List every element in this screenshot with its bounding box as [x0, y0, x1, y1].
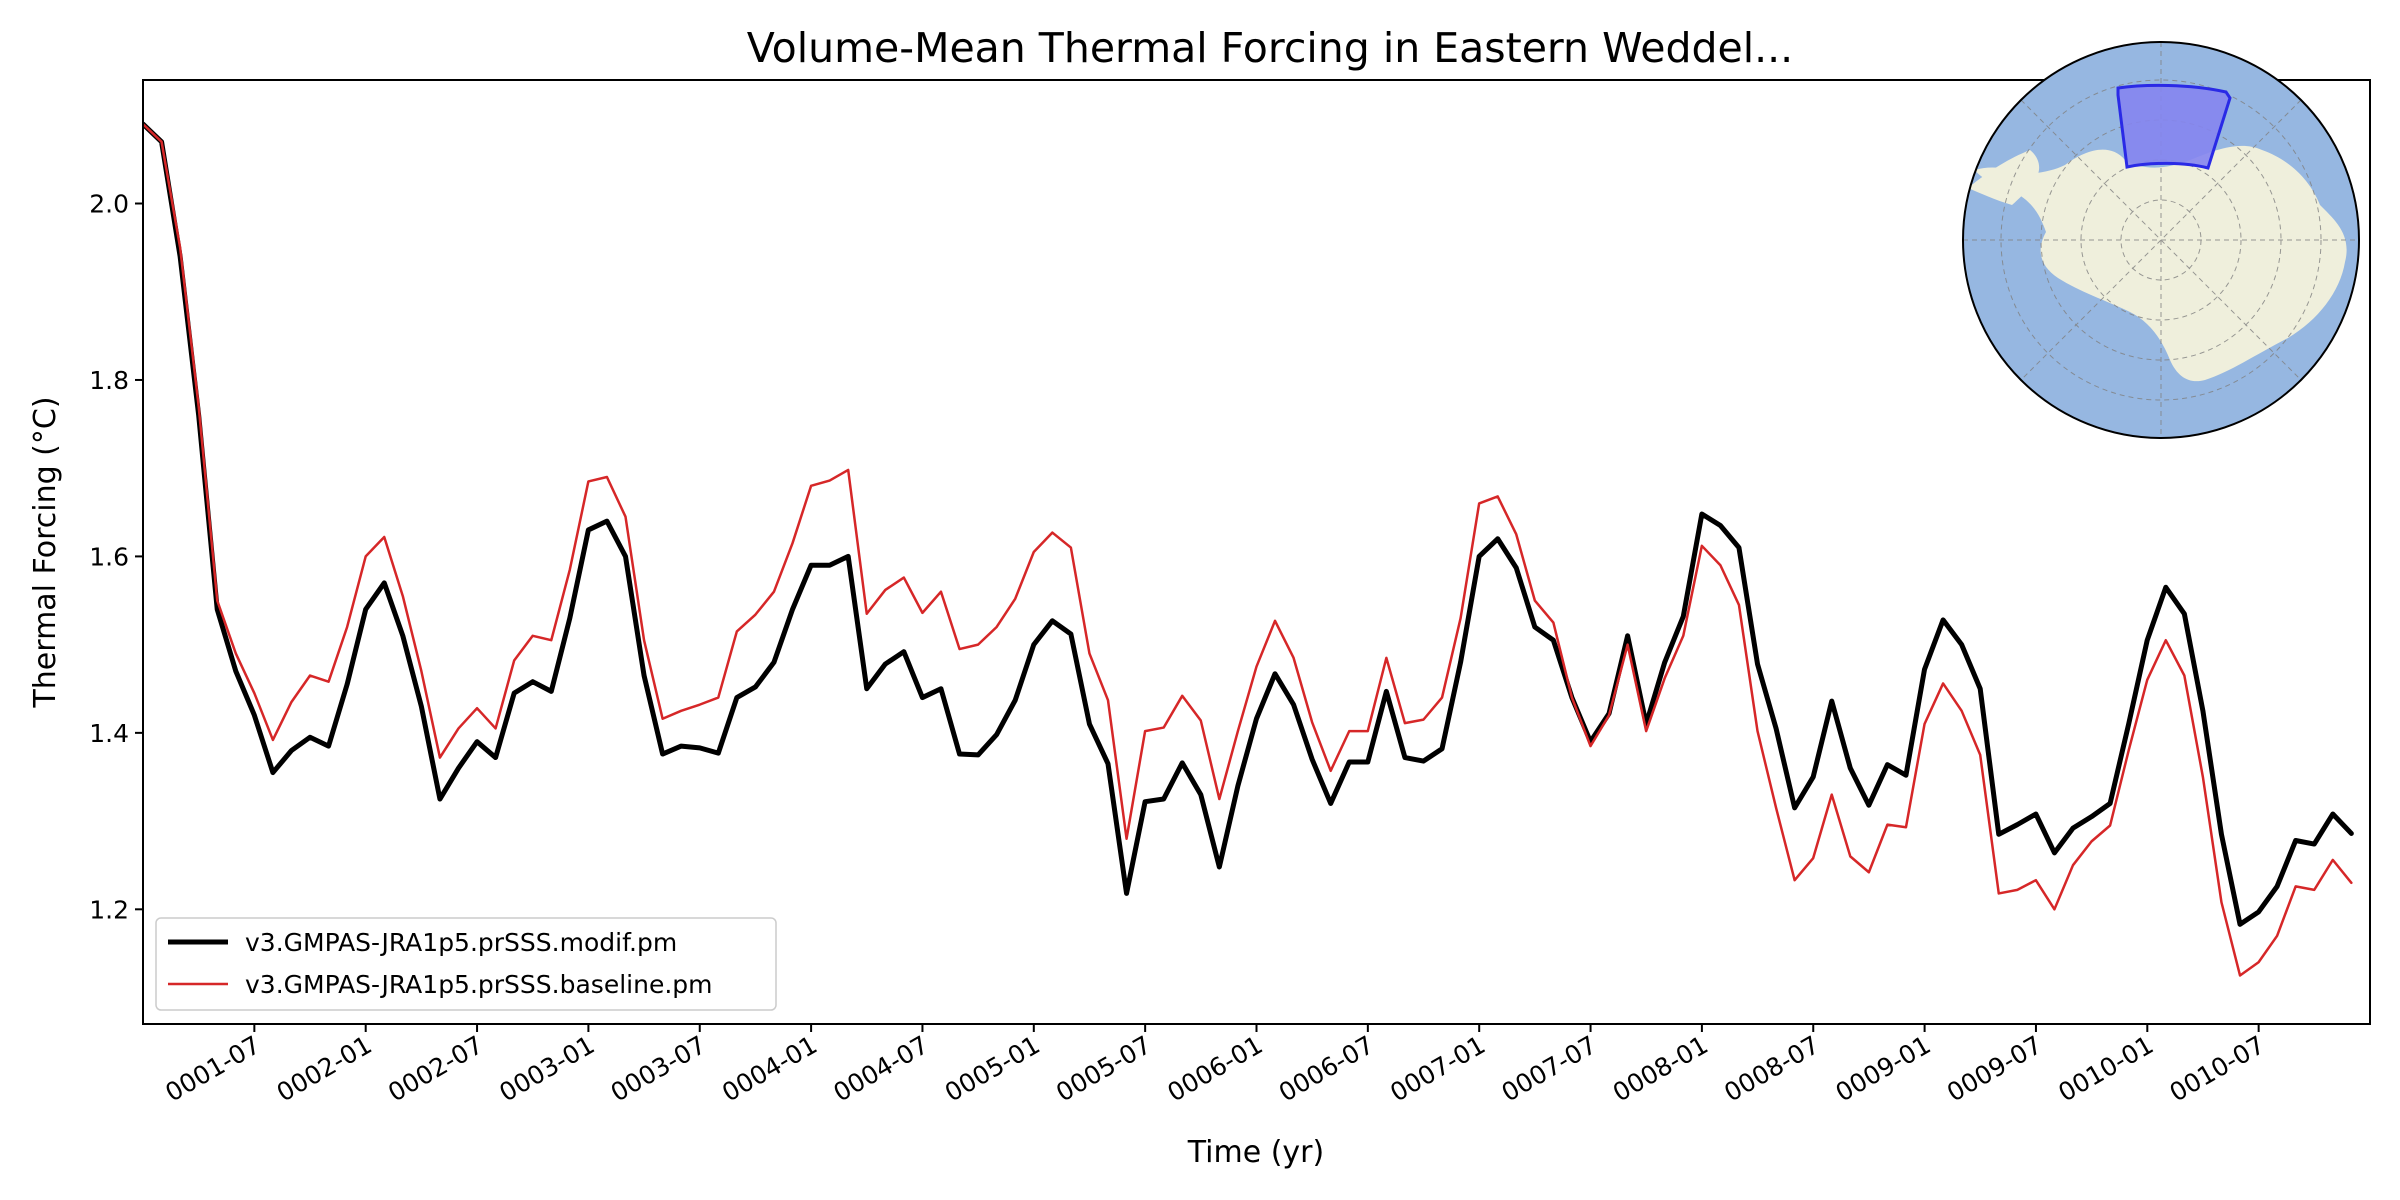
x-tick-label: 0008-01 [1608, 1030, 1713, 1107]
antarctic-peninsula [1968, 150, 2040, 205]
y-axis: 1.2 1.4 1.6 1.8 2.0 [89, 190, 143, 924]
x-axis: 0001-07 0002-01 0002-07 0003-01 0003-07 0004-… [160, 1024, 2270, 1107]
legend: v3.GMPAS-JRA1p5.prSSS.modif.pm v3.GMPAS-… [155, 917, 777, 1011]
y-tick-label: 1.2 [89, 895, 129, 924]
x-tick-label: 0006-01 [1163, 1030, 1268, 1107]
chart-title: Volume-Mean Thermal Forcing in Eastern W… [747, 24, 1793, 72]
x-axis-label: Time (yr) [1187, 1135, 1324, 1170]
x-tick-label: 0009-01 [1831, 1030, 1936, 1107]
antarctica-land [1975, 145, 2347, 382]
x-tick-label: 0003-07 [606, 1030, 711, 1107]
x-tick-label: 0004-07 [828, 1030, 933, 1107]
eastern-weddell-region [2116, 83, 2232, 170]
legend-label-baseline: v3.GMPAS-JRA1p5.prSSS.baseline.pm [245, 970, 713, 999]
legend-label-modif: v3.GMPAS-JRA1p5.prSSS.modif.pm [245, 928, 677, 957]
x-tick-label: 0001-07 [160, 1030, 265, 1107]
x-tick-label: 0005-01 [940, 1030, 1045, 1107]
series-layer [143, 121, 2354, 977]
x-tick-label: 0002-01 [272, 1030, 377, 1107]
series-line-modif [143, 121, 2354, 927]
x-tick-label: 0005-07 [1051, 1030, 1156, 1107]
x-tick-label: 0007-01 [1385, 1030, 1490, 1107]
legend-box [155, 917, 777, 1011]
x-tick-label: 0006-07 [1274, 1030, 1379, 1107]
x-tick-label: 0002-07 [383, 1030, 488, 1107]
x-tick-label: 0010-01 [2053, 1030, 2158, 1107]
y-tick-label: 2.0 [89, 190, 129, 219]
map-border [1962, 41, 2360, 439]
plot-frame [142, 79, 2371, 1025]
x-tick-label: 0007-07 [1497, 1030, 1602, 1107]
x-tick-label: 0010-07 [2165, 1030, 2270, 1107]
x-tick-label: 0008-07 [1719, 1030, 1824, 1107]
y-tick-label: 1.8 [89, 366, 129, 395]
x-tick-label: 0003-01 [494, 1030, 599, 1107]
y-axis-label: Thermal Forcing (°C) [28, 396, 63, 708]
series-line-baseline [143, 122, 2353, 977]
x-tick-label: 0009-07 [1942, 1030, 2047, 1107]
y-tick-label: 1.4 [89, 719, 129, 748]
x-tick-label: 0004-01 [717, 1030, 822, 1107]
y-tick-label: 1.6 [89, 542, 129, 571]
inset-map [1962, 41, 2360, 439]
